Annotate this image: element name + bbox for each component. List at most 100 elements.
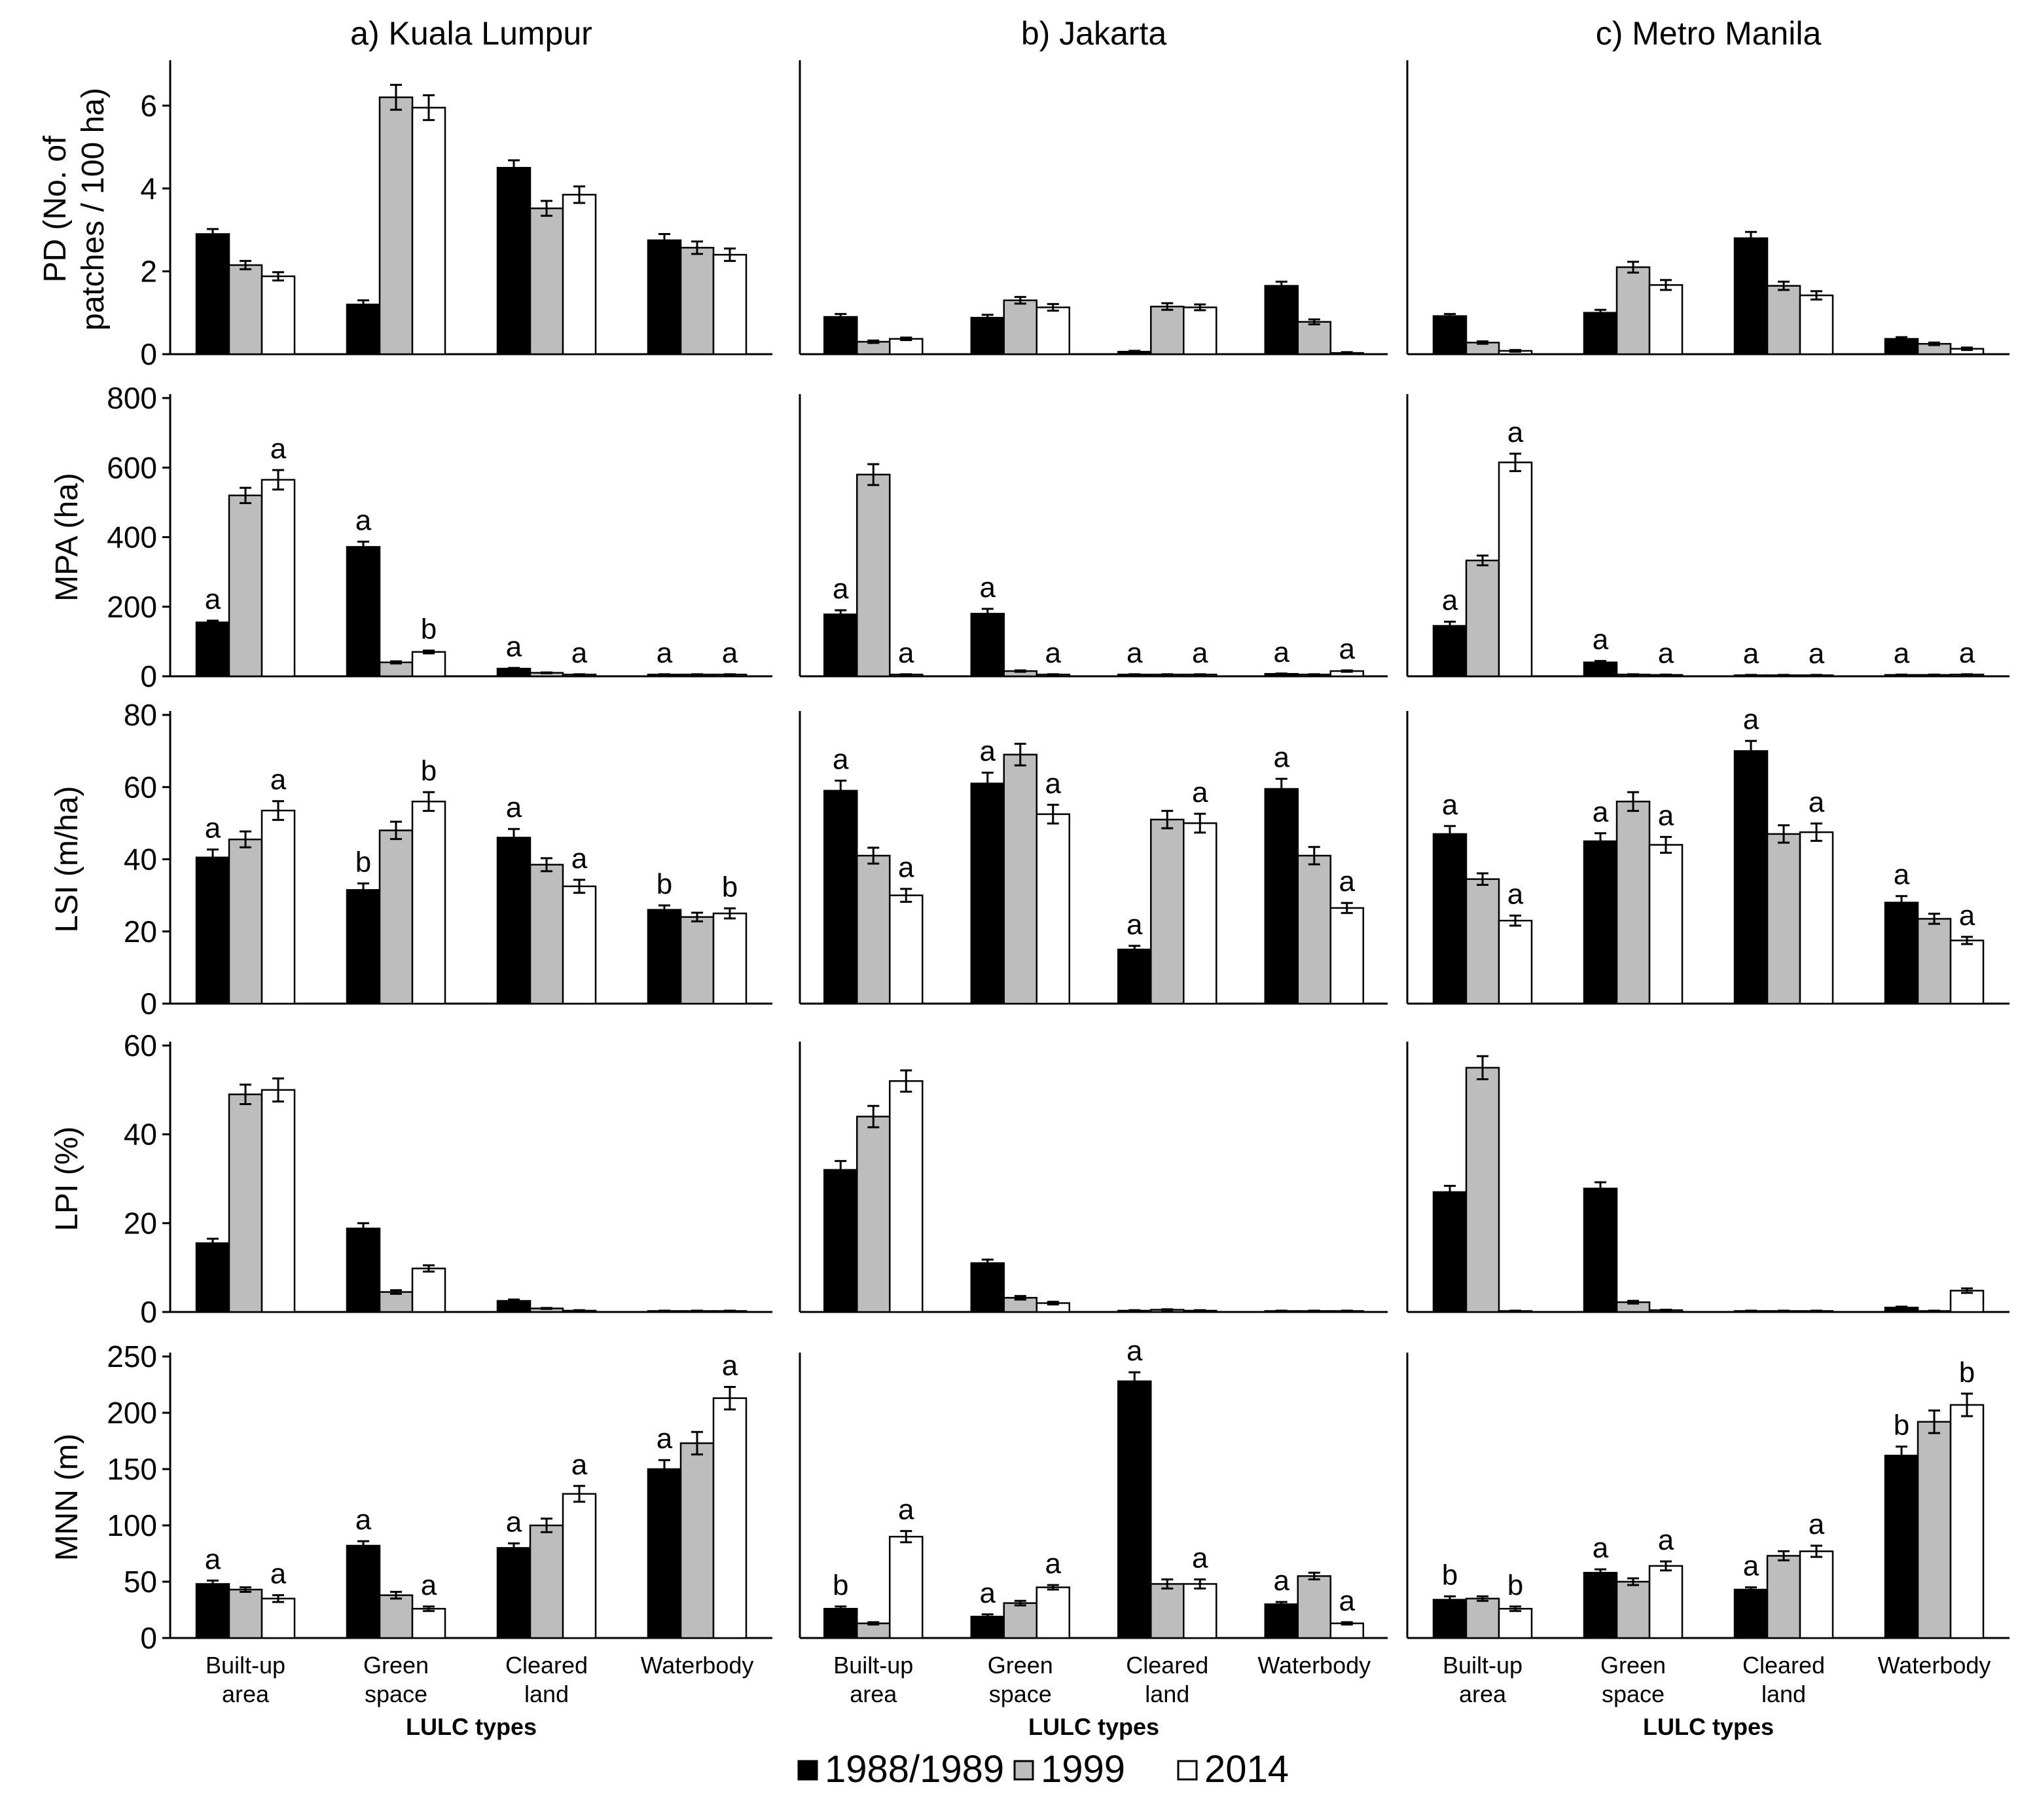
y-tick-label: 20	[124, 1206, 157, 1240]
x-category-label: Waterbody	[1878, 1652, 1991, 1679]
significance-letter: a	[898, 637, 914, 669]
significance-letter: b	[1959, 1356, 1975, 1389]
y-tick-label: 0	[140, 1621, 157, 1655]
y-axis-label-line: LSI (m/ha)	[50, 786, 84, 932]
panel: 0 20 40 60	[124, 1028, 772, 1329]
panel: a a a a a a a a	[1406, 704, 2010, 1005]
bar	[1117, 949, 1152, 1005]
panel	[1406, 1042, 2010, 1313]
bar	[679, 1442, 715, 1639]
significance-letter: b	[657, 868, 672, 900]
y-tick-label: 100	[107, 1508, 157, 1542]
legend-swatch	[1013, 1760, 1034, 1781]
bar	[261, 809, 296, 1005]
bar	[1150, 1583, 1185, 1639]
significance-letter: a	[1339, 865, 1356, 898]
panel: 0 20 40 60 80 a a b b a a b b	[124, 698, 772, 1021]
x-category-label: Green space	[1600, 1652, 1666, 1707]
bar	[1432, 1191, 1468, 1313]
legend-label: 1988/1989	[825, 1748, 1004, 1791]
x-axis-title: LULC types	[406, 1713, 537, 1740]
x-category-label: Cleared land	[1126, 1652, 1208, 1707]
bar	[261, 1597, 296, 1639]
significance-letter: b	[421, 613, 437, 646]
bar	[261, 479, 296, 678]
x-category-label-line: Waterbody	[1878, 1652, 1991, 1679]
significance-letter: a	[1658, 799, 1674, 831]
y-axis-label: LPI (%)	[50, 1126, 84, 1231]
y-tick-label: 250	[107, 1339, 157, 1374]
bar	[529, 207, 564, 355]
bar	[889, 1535, 924, 1639]
bar	[378, 1594, 414, 1639]
y-tick-label: 0	[140, 659, 157, 693]
significance-letter: a	[1658, 637, 1674, 669]
bar	[1583, 840, 1618, 1005]
panel: 0 2 4 6	[140, 60, 772, 371]
bar	[1036, 306, 1070, 355]
x-category-label-line: area	[850, 1681, 897, 1707]
city-title: c) Metro Manila	[1596, 15, 1822, 52]
bar	[1183, 822, 1217, 1005]
significance-letter: b	[722, 871, 738, 903]
y-tick-label: 60	[124, 770, 157, 804]
bar	[1465, 1066, 1500, 1313]
y-tick-label: 20	[124, 915, 157, 949]
significance-letter: a	[1274, 636, 1290, 668]
significance-letter: a	[1743, 1550, 1759, 1582]
y-tick-label: 80	[124, 698, 157, 732]
bar	[1264, 285, 1299, 355]
x-category-label-line: Waterbody	[1257, 1652, 1371, 1679]
bar	[1432, 833, 1468, 1005]
bar	[823, 316, 858, 355]
y-tick-label: 800	[107, 381, 157, 415]
bar	[195, 1242, 230, 1313]
x-category-label: Waterbody	[641, 1652, 754, 1679]
bar	[1003, 754, 1037, 1005]
bar	[195, 233, 230, 355]
significance-letter: a	[205, 583, 221, 615]
bar	[1150, 305, 1185, 355]
bar	[712, 1397, 748, 1639]
y-axis-label-line: PD (No. of	[38, 136, 73, 283]
bar	[228, 1588, 263, 1639]
significance-letter: a	[1442, 789, 1458, 821]
significance-letter: a	[1658, 1524, 1674, 1556]
significance-letter: a	[657, 1423, 673, 1455]
y-tick-label: 0	[140, 337, 157, 371]
x-category-label-line: Cleared	[1742, 1652, 1825, 1679]
significance-letter: a	[571, 637, 588, 669]
bar	[378, 829, 414, 1005]
legend-label: 2014	[1204, 1748, 1289, 1791]
significance-letter: a	[1339, 1585, 1356, 1617]
x-category-label: Built-up area	[1443, 1652, 1523, 1707]
legend-label: 1999	[1041, 1748, 1125, 1791]
significance-letter: a	[205, 812, 221, 845]
significance-letter: a	[980, 735, 996, 767]
significance-letter: a	[506, 1506, 522, 1538]
bar	[1583, 1571, 1618, 1639]
bar	[856, 1622, 891, 1639]
bar	[1583, 1188, 1618, 1313]
panel: 0 200 400 600 800 a a a b a a a a	[107, 381, 772, 693]
y-tick-label: 60	[124, 1028, 157, 1063]
significance-letter: a	[1339, 633, 1356, 665]
y-tick-label: 0	[140, 1295, 157, 1329]
x-category-label-line: Green	[988, 1652, 1053, 1679]
significance-letter: a	[1127, 1335, 1143, 1367]
bar	[1615, 1580, 1651, 1639]
bar	[1183, 1583, 1217, 1639]
panel	[799, 1042, 1388, 1313]
bar	[1615, 801, 1651, 1005]
significance-letter: a	[1192, 637, 1208, 669]
significance-letter: a	[980, 1577, 996, 1609]
significance-letter: a	[1127, 909, 1143, 941]
bar	[346, 1228, 381, 1313]
x-category-label-line: Green	[1600, 1652, 1666, 1679]
bar	[496, 1547, 532, 1639]
bar	[889, 894, 924, 1005]
significance-letter: b	[833, 1569, 848, 1601]
y-tick-label: 150	[107, 1452, 157, 1486]
significance-letter: a	[270, 764, 287, 796]
panel: a a a a a a a a	[1406, 394, 2010, 678]
